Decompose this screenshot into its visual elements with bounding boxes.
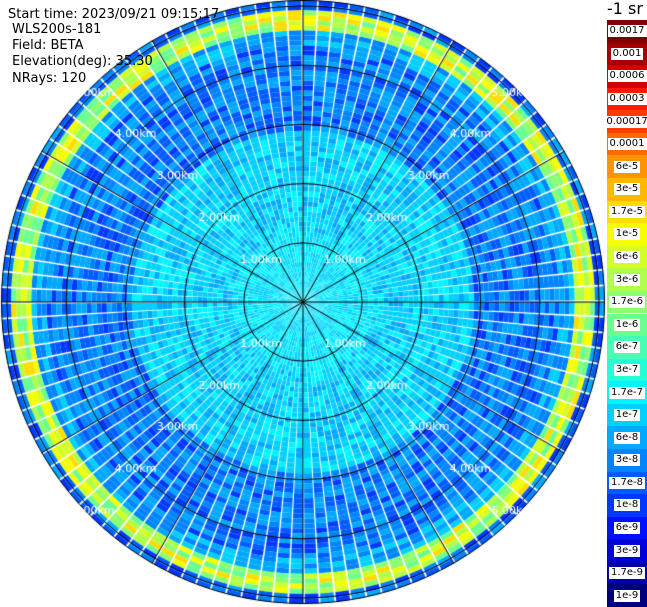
colorbar-swatch: 0.00017 [604,110,647,133]
colorbar-tick-label: 3e-5 [613,183,641,196]
colorbar-tick-label: 0.0003 [607,93,647,105]
colorbar-tick-label: 3e-6 [613,273,641,286]
colorbar-tick-label: 1e-5 [613,228,641,241]
colorbar-tick-label: 1.7e-9 [608,567,646,580]
colorbar-swatch: 1e-9 [607,584,647,607]
colorbar-swatch: 0.0017 [607,20,647,43]
colorbar-tick-label: 0.0017 [607,25,647,38]
colorbar-swatch: 0.0003 [607,87,647,111]
colorbar-swatch: 3e-6 [607,268,647,291]
colorbar-tick-label: 3e-8 [613,454,641,467]
colorbar-tick-label: 1.7e-8 [608,476,646,489]
colorbar-tick-label: 3e-7 [613,363,641,376]
colorbar-tick-label: 0.0001 [607,138,647,151]
colorbar-tick-label: 0.00017 [604,115,647,128]
colorbar-tick-label: 6e-8 [613,431,641,444]
colorbar-swatch: 1.7e-7 [607,381,647,404]
colorbar-swatch: 1e-5 [607,223,647,246]
elevation-label: Elevation(deg): 35.30 [12,54,153,69]
colorbar-legend: 0.0017 0.001 0.0006 0.0003 0.00017 0.0001 6e-5… [604,20,647,607]
colorbar-swatch: 1e-7 [607,403,647,427]
colorbar-tick-label: 1e-9 [613,589,641,602]
colorbar-tick-label: 1e-7 [613,409,641,422]
colorbar-swatch: 1e-6 [607,313,647,337]
colorbar-tick-label: 0.0006 [607,70,647,83]
colorbar-swatch: 6e-5 [607,155,647,179]
colorbar-swatch: 3e-7 [607,358,647,382]
colorbar-unit-label: -1 sr [607,0,643,18]
colorbar-tick-label: 1.7e-6 [608,296,646,309]
colorbar-swatch: 0.0001 [607,132,647,156]
colorbar-swatch: 6e-6 [607,245,647,269]
colorbar-swatch: 6e-7 [607,336,647,359]
colorbar-tick-label: 1.7e-7 [608,386,646,399]
colorbar-tick-label: 0.001 [610,47,644,60]
start-time-label: Start time: 2023/09/21 09:15:17 [8,7,220,22]
colorbar-swatch: 1.7e-8 [607,471,647,495]
colorbar-tick-label: 1e-6 [613,318,641,331]
nrays-label: NRays: 120 [12,71,87,86]
colorbar-swatch: 0.001 [607,42,647,66]
colorbar-swatch: 1.7e-6 [607,290,647,314]
field-label: Field: BETA [12,38,84,53]
colorbar-swatch: 1.7e-5 [607,200,647,224]
colorbar-tick-label: 1e-8 [613,499,641,512]
colorbar-swatch: 1.7e-9 [607,561,647,585]
colorbar-tick-label: 6e-9 [613,521,641,534]
colorbar-tick-label: 6e-6 [613,251,641,264]
colorbar-swatch: 1e-8 [607,494,647,517]
colorbar-swatch: 0.0006 [607,65,647,88]
colorbar-swatch: 3e-9 [607,539,647,562]
colorbar-swatch: 6e-8 [607,426,647,449]
colorbar-tick-label: 3e-9 [613,544,641,557]
instrument-label: WLS200s-181 [12,22,102,37]
colorbar-tick-label: 6e-7 [613,341,641,354]
colorbar-swatch: 3e-5 [607,178,647,201]
colorbar-swatch: 3e-8 [607,448,647,472]
colorbar-tick-label: 6e-5 [613,160,641,173]
colorbar-tick-label: 1.7e-5 [608,205,646,218]
colorbar-swatch: 6e-9 [607,516,647,540]
